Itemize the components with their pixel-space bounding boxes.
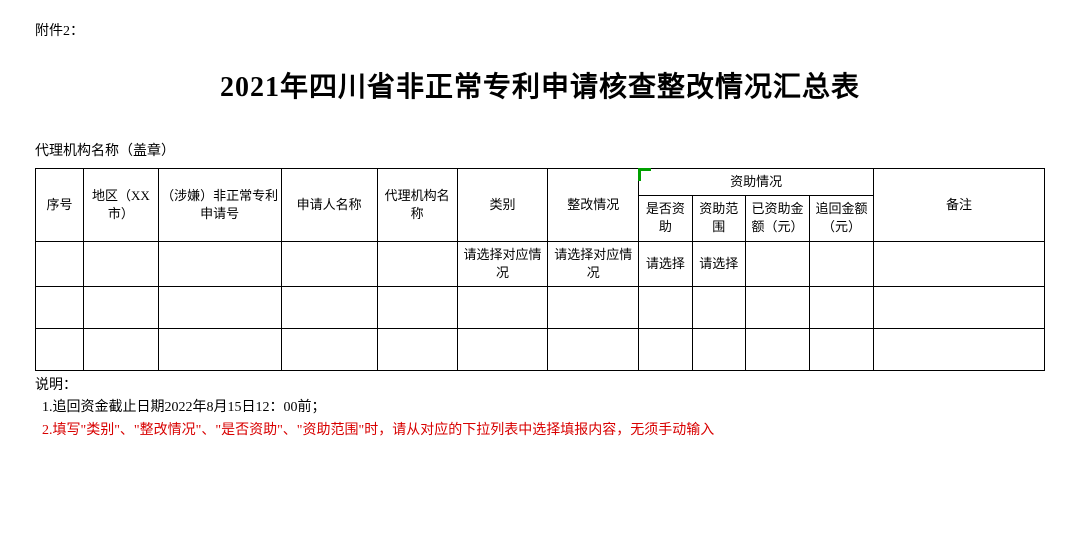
- cell-agency[interactable]: [377, 241, 457, 286]
- col-funding-group: 资助情况: [639, 169, 874, 196]
- table-row: [36, 286, 1045, 328]
- table-row: 请选择对应情况 请选择对应情况 请选择 请选择: [36, 241, 1045, 286]
- cell-remark[interactable]: [874, 286, 1045, 328]
- cell-rectify-select[interactable]: 请选择对应情况: [548, 241, 639, 286]
- attachment-label: 附件2：: [35, 20, 1045, 40]
- table-header-row-1: 序号 地区（XX市） （涉嫌）非正常专利申请号 申请人名称 代理机构名称 类别 …: [36, 169, 1045, 196]
- cell-patent-no[interactable]: [158, 286, 281, 328]
- cell-applicant[interactable]: [281, 328, 377, 370]
- cell-agency[interactable]: [377, 286, 457, 328]
- cell-recover-amount[interactable]: [809, 328, 873, 370]
- note-line-1: 1.追回资金截止日期2022年8月15日12：00前；: [35, 397, 1045, 419]
- col-seq: 序号: [36, 169, 84, 242]
- cell-seq[interactable]: [36, 241, 84, 286]
- cell-fund-scope-select[interactable]: 请选择: [692, 241, 745, 286]
- cell-applicant[interactable]: [281, 241, 377, 286]
- cell-category-select[interactable]: [457, 286, 548, 328]
- cell-rectify-select[interactable]: [548, 286, 639, 328]
- notes-label: 说明：: [35, 375, 1045, 397]
- cell-funded-amount[interactable]: [745, 328, 809, 370]
- table-row: [36, 328, 1045, 370]
- col-applicant: 申请人名称: [281, 169, 377, 242]
- col-rectify: 整改情况: [548, 169, 639, 242]
- col-patent-no: （涉嫌）非正常专利申请号: [158, 169, 281, 242]
- cell-patent-no[interactable]: [158, 241, 281, 286]
- col-agency: 代理机构名称: [377, 169, 457, 242]
- col-remark: 备注: [874, 169, 1045, 242]
- cell-recover-amount[interactable]: [809, 241, 873, 286]
- cell-category-select[interactable]: 请选择对应情况: [457, 241, 548, 286]
- col-recover-amount: 追回金额（元）: [809, 196, 873, 241]
- cell-patent-no[interactable]: [158, 328, 281, 370]
- cell-funded-select[interactable]: 请选择: [639, 241, 692, 286]
- col-region: 地区（XX市）: [84, 169, 159, 242]
- summary-table: 序号 地区（XX市） （涉嫌）非正常专利申请号 申请人名称 代理机构名称 类别 …: [35, 168, 1045, 371]
- col-funded: 是否资助: [639, 196, 692, 241]
- cell-remark[interactable]: [874, 328, 1045, 370]
- cell-recover-amount[interactable]: [809, 286, 873, 328]
- cell-category-select[interactable]: [457, 328, 548, 370]
- cell-remark[interactable]: [874, 241, 1045, 286]
- col-funded-amount: 已资助金额（元）: [745, 196, 809, 241]
- cell-agency[interactable]: [377, 328, 457, 370]
- cell-funded-select[interactable]: [639, 286, 692, 328]
- col-fund-scope: 资助范围: [692, 196, 745, 241]
- cell-funded-amount[interactable]: [745, 241, 809, 286]
- page-title: 2021年四川省非正常专利申请核查整改情况汇总表: [35, 65, 1045, 105]
- cell-funded-amount[interactable]: [745, 286, 809, 328]
- cell-seq[interactable]: [36, 328, 84, 370]
- cell-region[interactable]: [84, 328, 159, 370]
- cell-fund-scope-select[interactable]: [692, 286, 745, 328]
- cell-fund-scope-select[interactable]: [692, 328, 745, 370]
- cell-funded-select[interactable]: [639, 328, 692, 370]
- note-line-2: 2.填写"类别"、"整改情况"、"是否资助"、"资助范围"时，请从对应的下拉列表…: [35, 420, 1045, 442]
- agency-name-label: 代理机构名称（盖章）: [35, 140, 1045, 160]
- cell-rectify-select[interactable]: [548, 328, 639, 370]
- notes-block: 说明： 1.追回资金截止日期2022年8月15日12：00前； 2.填写"类别"…: [35, 375, 1045, 442]
- cell-region[interactable]: [84, 241, 159, 286]
- cell-seq[interactable]: [36, 286, 84, 328]
- cell-applicant[interactable]: [281, 286, 377, 328]
- col-category: 类别: [457, 169, 548, 242]
- cell-region[interactable]: [84, 286, 159, 328]
